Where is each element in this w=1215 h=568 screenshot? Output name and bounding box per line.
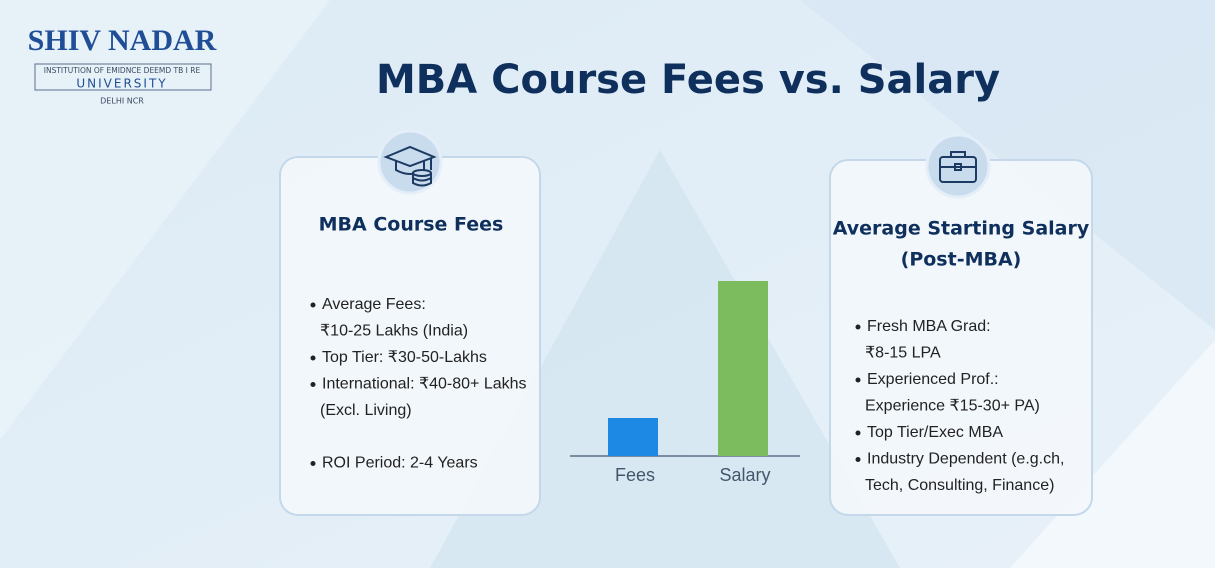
- x-tick-label: Fees: [615, 465, 655, 485]
- x-tick-label: Salary: [719, 465, 770, 485]
- card-item: Tech, Consulting, Finance): [865, 477, 1054, 494]
- card-item: ₹8-15 LPA: [865, 345, 941, 362]
- bullet: [310, 461, 316, 466]
- bullet: [855, 457, 861, 462]
- bar: [718, 281, 768, 456]
- card-item: Experience ₹15-30+ PA): [865, 398, 1040, 415]
- logo-tagline: INSTITUTION OF EMIDNCE DEEMD TB I RE: [44, 66, 201, 75]
- logo-university: UNIVERSITY: [76, 77, 167, 91]
- bullet: [855, 377, 861, 383]
- card-item: Industry Dependent (e.g.ch,: [867, 451, 1064, 468]
- bg-shape: [0, 0, 330, 440]
- card-item: ₹10-25 Lakhs (India): [320, 323, 468, 340]
- card-item: ROI Period: 2-4 Years: [322, 455, 478, 472]
- bullet: [310, 382, 316, 387]
- card-title: MBA Course Fees: [319, 214, 504, 236]
- bullet: [310, 302, 316, 308]
- card-item: Top Tier: ₹30-50-Lakhs: [322, 349, 487, 366]
- card-item: Fresh MBA Grad:: [867, 318, 991, 335]
- briefcase-icon: [939, 151, 977, 183]
- card-item: Experienced Prof.:: [867, 371, 999, 388]
- bullet: [855, 430, 861, 436]
- card-title: Average Starting Salary: [833, 218, 1090, 240]
- bullet: [310, 355, 316, 361]
- logo-frame: [34, 63, 212, 91]
- graduation-icon: [383, 145, 437, 187]
- bar: [608, 418, 658, 456]
- bullet: [855, 324, 861, 330]
- card-item: Top Tier/Exec MBA: [867, 424, 1003, 441]
- card-item: Average Fees:: [322, 296, 426, 313]
- card-item: International: ₹40-80+ Lakhs: [322, 376, 527, 393]
- card-item: (Excl. Living): [320, 402, 412, 419]
- fees-icon-bg: [377, 129, 443, 195]
- page-title: MBA Course Fees vs. Salary: [376, 57, 1000, 103]
- logo-location: DELHI NCR: [100, 97, 144, 106]
- logo-name: SHIV NADAR: [28, 24, 217, 57]
- bg-shape: [430, 150, 900, 568]
- card-title: (Post-MBA): [901, 249, 1022, 271]
